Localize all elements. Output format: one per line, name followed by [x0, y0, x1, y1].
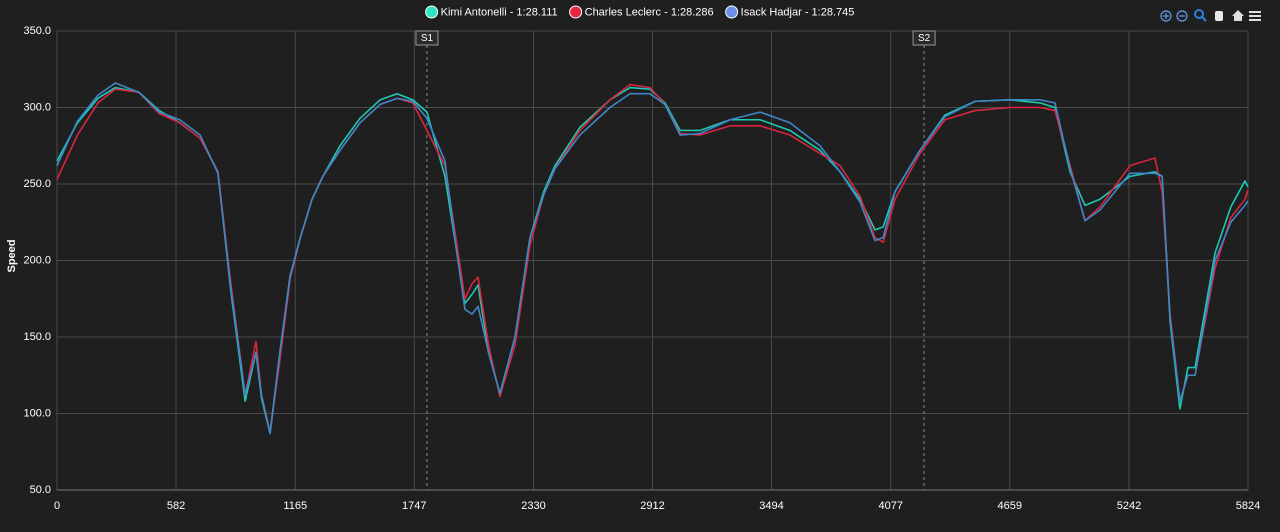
y-tick-label: 100.0: [23, 407, 51, 419]
legend-item[interactable]: Charles Leclerc - 1:28.286: [569, 5, 714, 19]
legend: Kimi Antonelli - 1:28.111 Charles Leclerc…: [425, 5, 855, 19]
legend-marker: [725, 5, 739, 19]
reset-button[interactable]: [1232, 10, 1244, 21]
speed-line: [56, 82, 1249, 435]
zoom-in-button[interactable]: [1160, 10, 1172, 22]
legend-label: Isack Hadjar - 1:28.745: [741, 6, 855, 18]
legend-item[interactable]: Kimi Antonelli - 1:28.111: [425, 5, 558, 19]
y-tick-label: 50.0: [30, 484, 51, 496]
x-tick-label: 2912: [640, 500, 664, 512]
zoom-out-button[interactable]: [1176, 10, 1188, 22]
x-tick-label: 5824: [1236, 500, 1260, 512]
legend-item[interactable]: Isack Hadjar - 1:28.745: [725, 5, 855, 19]
selection-zoom-button[interactable]: [1194, 9, 1207, 22]
x-tick-label: 582: [167, 500, 185, 512]
toolbar: [1160, 9, 1261, 22]
y-tick-label: 300.0: [23, 101, 51, 113]
legend-label: Kimi Antonelli - 1:28.111: [441, 6, 558, 18]
y-tick-label: 200.0: [23, 254, 51, 266]
y-tick-label: 150.0: [23, 331, 51, 343]
y-tick-label: 250.0: [23, 178, 51, 190]
x-tick-label: 2330: [521, 500, 545, 512]
sector-box: [912, 30, 936, 46]
x-tick-label: 4077: [878, 500, 902, 512]
legend-label: Charles Leclerc - 1:28.286: [585, 6, 714, 18]
pan-button[interactable]: [1215, 11, 1223, 21]
x-tick-label: 1747: [402, 500, 426, 512]
x-tick-label: 0: [54, 500, 60, 512]
legend-marker: [425, 5, 439, 19]
sector-label: S2: [918, 33, 931, 44]
y-tick-label: 350.0: [23, 25, 51, 37]
sector-label: S1: [421, 33, 434, 44]
y-axis-label: Speed: [6, 239, 18, 272]
legend-marker: [569, 5, 583, 19]
x-tick-label: 5242: [1117, 500, 1141, 512]
x-tick-label: 3494: [759, 500, 783, 512]
menu-button[interactable]: [1249, 11, 1261, 21]
x-tick-label: 1165: [283, 500, 307, 512]
sector-box: [415, 30, 439, 46]
x-tick-label: 4659: [998, 500, 1022, 512]
